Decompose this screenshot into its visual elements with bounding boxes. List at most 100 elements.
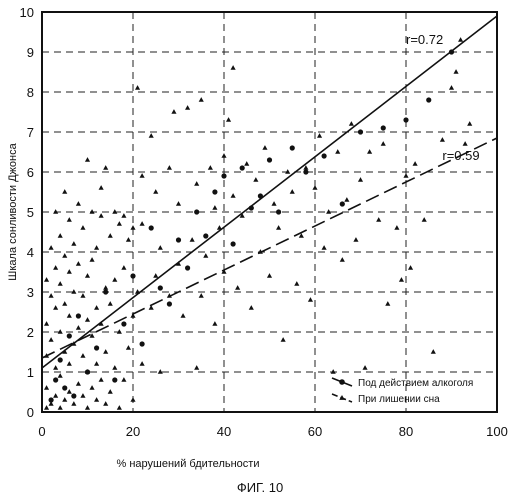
alcohol-point (358, 129, 363, 134)
sleep-deprivation-point (385, 301, 390, 306)
sleep-deprivation-point (281, 337, 286, 342)
sleep-deprivation-point (126, 237, 131, 242)
sleep-deprivation-point (117, 405, 122, 410)
sleep-deprivation-point (463, 141, 468, 146)
sleep-deprivation-point (89, 257, 94, 262)
sleep-deprivation-point (267, 273, 272, 278)
alcohol-point (167, 301, 172, 306)
sleep-deprivation-point (80, 393, 85, 398)
sleep-deprivation-point (322, 245, 327, 250)
fit-annotation: r=0.72 (406, 32, 443, 47)
sleep-deprivation-point (440, 137, 445, 142)
fit-annotation: r=0.59 (442, 148, 479, 163)
y-tick-label: 0 (27, 405, 34, 420)
sleep-deprivation-point (99, 377, 104, 382)
legend-label-alcohol: Под действием алкоголя (358, 378, 473, 389)
sleep-deprivation-point (76, 201, 81, 206)
sleep-deprivation-point (140, 361, 145, 366)
trend-line (42, 138, 497, 358)
sleep-deprivation-point (67, 269, 72, 274)
alcohol-point (112, 377, 117, 382)
sleep-deprivation-point (121, 213, 126, 218)
sleep-deprivation-point (76, 261, 81, 266)
sleep-deprivation-point (67, 389, 72, 394)
x-tick-label: 20 (126, 424, 140, 439)
sleep-deprivation-point (381, 141, 386, 146)
sleep-deprivation-point (85, 273, 90, 278)
sleep-deprivation-point (199, 293, 204, 298)
sleep-deprivation-point (58, 281, 63, 286)
sleep-deprivation-point (80, 293, 85, 298)
sleep-deprivation-point (58, 233, 63, 238)
sleep-deprivation-point (422, 217, 427, 222)
sleep-deprivation-point (44, 385, 49, 390)
legend-circle-marker (339, 379, 345, 385)
sleep-deprivation-point (108, 233, 113, 238)
alcohol-point (258, 193, 263, 198)
alcohol-point (249, 205, 254, 210)
sleep-deprivation-point (467, 121, 472, 126)
sleep-deprivation-point (71, 289, 76, 294)
sleep-deprivation-point (262, 145, 267, 150)
x-tick-label: 40 (217, 424, 231, 439)
y-tick-label: 8 (27, 85, 34, 100)
sleep-deprivation-point (249, 305, 254, 310)
alcohol-point (58, 357, 63, 362)
alcohol-point (94, 345, 99, 350)
alcohol-point (203, 233, 208, 238)
sleep-deprivation-point (103, 401, 108, 406)
sleep-deprivation-point (49, 293, 54, 298)
sleep-deprivation-point (362, 365, 367, 370)
alcohol-point (130, 273, 135, 278)
sleep-deprivation-point (185, 105, 190, 110)
y-tick-label: 3 (27, 285, 34, 300)
sleep-deprivation-point (449, 85, 454, 90)
x-tick-label: 60 (308, 424, 322, 439)
x-tick-label: 80 (399, 424, 413, 439)
sleep-deprivation-point (71, 401, 76, 406)
alcohol-point (158, 285, 163, 290)
data-points (44, 37, 472, 410)
sleep-deprivation-point (149, 133, 154, 138)
sleep-deprivation-point (89, 385, 94, 390)
sleep-deprivation-point (413, 161, 418, 166)
sleep-deprivation-point (135, 289, 140, 294)
sleep-deprivation-point (153, 273, 158, 278)
y-tick-labels: 012345678910 (20, 5, 34, 420)
sleep-deprivation-point (231, 65, 236, 70)
sleep-deprivation-point (94, 397, 99, 402)
sleep-deprivation-point (331, 369, 336, 374)
sleep-deprivation-point (335, 149, 340, 154)
sleep-deprivation-point (203, 253, 208, 258)
legend-triangle-marker (339, 395, 344, 400)
y-tick-label: 6 (27, 165, 34, 180)
sleep-deprivation-point (76, 381, 81, 386)
sleep-deprivation-point (67, 313, 72, 318)
sleep-deprivation-point (94, 245, 99, 250)
x-tick-label: 0 (38, 424, 45, 439)
gridlines (42, 12, 497, 412)
y-tick-label: 5 (27, 205, 34, 220)
sleep-deprivation-point (276, 225, 281, 230)
sleep-deprivation-point (62, 397, 67, 402)
sleep-deprivation-point (408, 265, 413, 270)
sleep-deprivation-point (253, 177, 258, 182)
sleep-deprivation-point (149, 305, 154, 310)
sleep-deprivation-point (367, 149, 372, 154)
alcohol-point (267, 157, 272, 162)
y-tick-label: 7 (27, 125, 34, 140)
sleep-deprivation-point (271, 201, 276, 206)
sleep-deprivation-point (53, 209, 58, 214)
sleep-deprivation-point (49, 337, 54, 342)
sleep-deprivation-point (76, 325, 81, 330)
sleep-deprivation-point (58, 329, 63, 334)
sleep-deprivation-point (62, 189, 67, 194)
alcohol-point (231, 241, 236, 246)
alcohol-point (340, 201, 345, 206)
sleep-deprivation-point (153, 189, 158, 194)
sleep-deprivation-point (312, 185, 317, 190)
sleep-deprivation-point (217, 225, 222, 230)
sleep-deprivation-point (176, 201, 181, 206)
alcohol-point (103, 289, 108, 294)
y-tick-label: 9 (27, 45, 34, 60)
